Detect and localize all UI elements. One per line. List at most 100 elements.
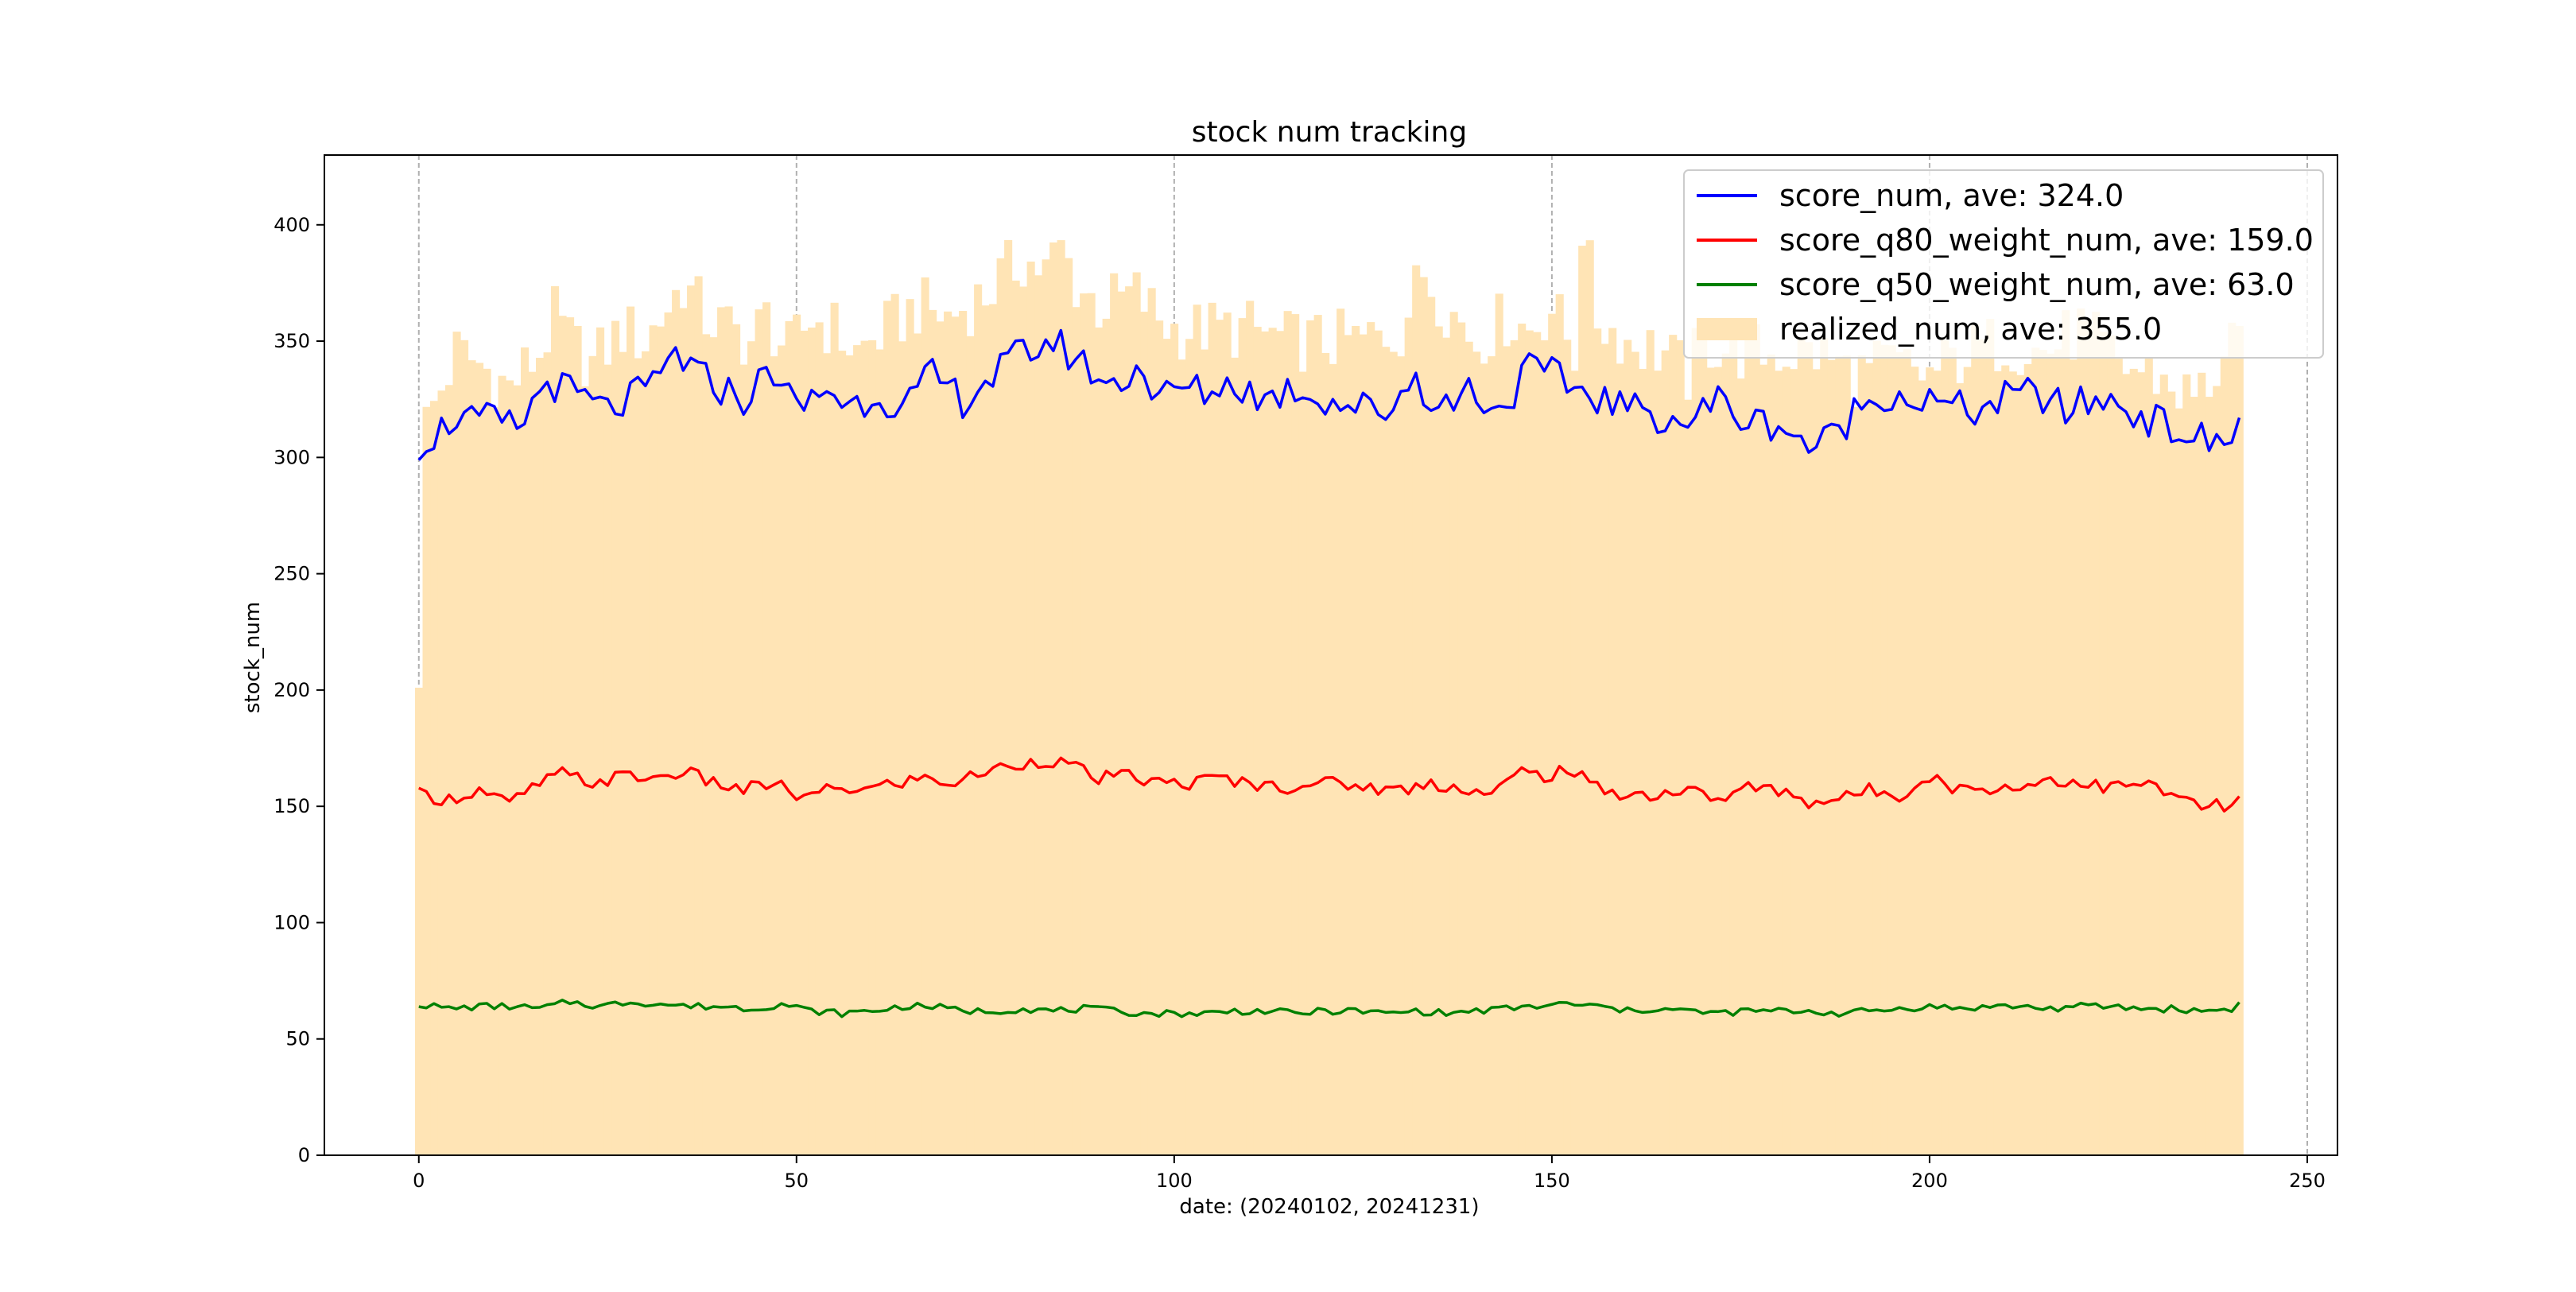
bar-realized-120 <box>1321 353 1330 1156</box>
x-tick-label-2: 100 <box>1156 1170 1193 1192</box>
bar-realized-54 <box>823 353 832 1155</box>
bar-realized-2 <box>430 401 439 1155</box>
bar-realized-146 <box>1518 324 1527 1155</box>
bar-realized-187 <box>1827 359 1836 1155</box>
bar-realized-225 <box>2114 359 2123 1156</box>
bar-realized-126 <box>1367 322 1375 1155</box>
axis-ticks: 0 50 100 150 200 250 0 50 100 150 200 250 300 350 400 <box>274 214 2326 1192</box>
x-tick-label-3: 150 <box>1534 1170 1570 1192</box>
bar-realized-72 <box>959 311 968 1155</box>
bar-realized-88 <box>1080 293 1088 1155</box>
bar-realized-63 <box>890 293 899 1155</box>
bar-realized-64 <box>898 341 907 1155</box>
bar-realized-221 <box>2084 319 2093 1155</box>
bar-realized-41 <box>724 306 733 1156</box>
bar-realized-14 <box>521 347 530 1155</box>
bar-realized-185 <box>1812 369 1821 1156</box>
bar-realized-160 <box>1624 339 1632 1155</box>
bar-realized-173 <box>1721 353 1730 1155</box>
y-axis-label: stock_num <box>241 602 265 713</box>
bar-realized-149 <box>1540 340 1549 1156</box>
bar-realized-36 <box>687 285 696 1155</box>
y-tick-label-1: 50 <box>285 1028 310 1050</box>
bar-realized-65 <box>906 299 914 1156</box>
bar-realized-130 <box>1397 356 1406 1156</box>
bar-realized-226 <box>2122 374 2131 1155</box>
bar-realized-180 <box>1775 371 1783 1156</box>
bar-realized-183 <box>1797 337 1806 1155</box>
bar-realized-211 <box>2008 371 2017 1156</box>
bar-realized-135 <box>1434 326 1443 1155</box>
bar-realized-20 <box>566 317 575 1155</box>
bar-realized-128 <box>1382 347 1391 1155</box>
bar-realized-155 <box>1585 240 1594 1155</box>
bar-realized-236 <box>2198 372 2206 1155</box>
bar-realized-23 <box>588 355 597 1156</box>
bar-realized-24 <box>596 327 605 1155</box>
bar-realized-156 <box>1593 328 1602 1156</box>
bar-realized-162 <box>1639 368 1647 1155</box>
bar-realized-199 <box>1918 380 1926 1155</box>
bar-realized-74 <box>974 284 983 1155</box>
bar-realized-91 <box>1102 318 1111 1155</box>
bar-realized-150 <box>1548 313 1557 1156</box>
bar-realized-195 <box>1887 345 1896 1156</box>
bar-realized-28 <box>627 306 635 1155</box>
bar-realized-114 <box>1276 331 1285 1155</box>
bar-realized-169 <box>1691 328 1700 1155</box>
bar-realized-19 <box>558 316 567 1155</box>
x-tick-label-4: 200 <box>1911 1170 1948 1192</box>
bar-realized-87 <box>1072 307 1080 1155</box>
bar-realized-194 <box>1880 344 1889 1155</box>
bar-realized-177 <box>1752 324 1760 1155</box>
bar-realized-175 <box>1736 378 1745 1155</box>
bar-realized-94 <box>1125 286 1134 1156</box>
bar-realized-164 <box>1654 371 1662 1155</box>
bar-realized-174 <box>1729 330 1738 1155</box>
bar-realized-231 <box>2159 374 2168 1155</box>
bar-realized-93 <box>1117 291 1126 1156</box>
legend-label-score-num: score_num, ave: 324.0 <box>1779 178 2124 213</box>
bar-realized-122 <box>1336 308 1345 1156</box>
bar-realized-70 <box>944 311 952 1155</box>
series-lines <box>417 328 2241 1018</box>
bar-realized-85 <box>1057 240 1065 1155</box>
bar-realized-38 <box>702 334 711 1156</box>
bar-realized-204 <box>1956 382 1965 1155</box>
bar-realized-241 <box>2235 326 2244 1155</box>
bar-realized-179 <box>1767 354 1775 1155</box>
bar-realized-143 <box>1495 293 1503 1155</box>
bar-realized-134 <box>1427 297 1436 1155</box>
bar-realized-218 <box>2062 310 2070 1155</box>
bar-realized-216 <box>2046 353 2055 1156</box>
bar-realized-107 <box>1223 312 1232 1155</box>
bar-realized-198 <box>1911 367 1919 1156</box>
bar-realized-237 <box>2205 397 2213 1155</box>
bar-realized-78 <box>1004 239 1013 1155</box>
bar-realized-105 <box>1208 302 1216 1155</box>
bar-realized-86 <box>1065 258 1073 1155</box>
legend-label-score-q80: score_q80_weight_num, ave: 159.0 <box>1779 223 2314 258</box>
bar-realized-13 <box>513 385 522 1155</box>
bar-realized-56 <box>838 351 847 1155</box>
bar-realized-48 <box>778 345 786 1155</box>
bar-realized-238 <box>2213 386 2221 1156</box>
bar-realized-80 <box>1019 286 1028 1156</box>
bar-realized-171 <box>1706 367 1715 1156</box>
bar-realized-12 <box>506 380 514 1155</box>
bar-realized-129 <box>1389 351 1398 1155</box>
bar-realized-227 <box>2129 368 2138 1156</box>
bar-realized-224 <box>2107 335 2116 1155</box>
bar-realized-101 <box>1177 359 1186 1155</box>
y-tick-label-2: 100 <box>274 911 310 933</box>
bar-realized-230 <box>2152 394 2161 1155</box>
bar-realized-1 <box>422 406 431 1155</box>
bar-realized-3 <box>437 390 446 1156</box>
bar-realized-45 <box>755 309 763 1155</box>
bar-realized-106 <box>1216 320 1224 1156</box>
bar-realized-206 <box>1971 324 1980 1155</box>
bar-realized-161 <box>1631 351 1639 1155</box>
bar-realized-109 <box>1238 318 1247 1156</box>
bar-realized-201 <box>1933 371 1942 1155</box>
